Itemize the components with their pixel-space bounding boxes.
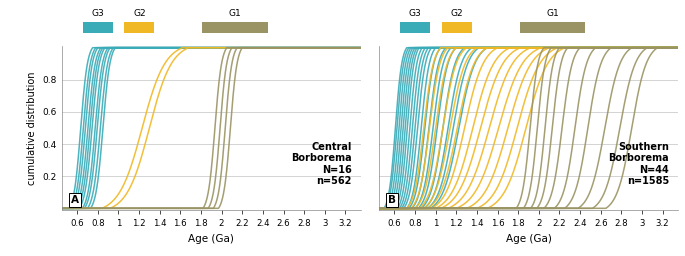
Text: G1: G1 xyxy=(229,9,242,18)
X-axis label: Age (Ga): Age (Ga) xyxy=(506,233,551,243)
FancyBboxPatch shape xyxy=(519,22,586,33)
Text: G3: G3 xyxy=(91,9,104,18)
Text: Southern
Borborema
N=44
n=1585: Southern Borborema N=44 n=1585 xyxy=(608,142,669,186)
FancyBboxPatch shape xyxy=(442,22,472,33)
Text: B: B xyxy=(388,195,396,205)
Text: G2: G2 xyxy=(133,9,146,18)
FancyBboxPatch shape xyxy=(400,22,429,33)
Text: G2: G2 xyxy=(450,9,463,18)
Y-axis label: cumulative distribution: cumulative distribution xyxy=(27,71,37,185)
X-axis label: Age (Ga): Age (Ga) xyxy=(188,233,234,243)
Text: G1: G1 xyxy=(546,9,559,18)
FancyBboxPatch shape xyxy=(83,22,112,33)
Text: A: A xyxy=(71,195,79,205)
FancyBboxPatch shape xyxy=(125,22,154,33)
Text: Central
Borborema
N=16
n=562: Central Borborema N=16 n=562 xyxy=(291,142,352,186)
Text: G3: G3 xyxy=(408,9,421,18)
FancyBboxPatch shape xyxy=(202,22,268,33)
